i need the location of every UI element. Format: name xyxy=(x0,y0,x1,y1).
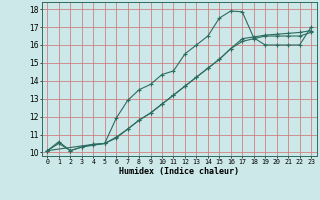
X-axis label: Humidex (Indice chaleur): Humidex (Indice chaleur) xyxy=(119,167,239,176)
